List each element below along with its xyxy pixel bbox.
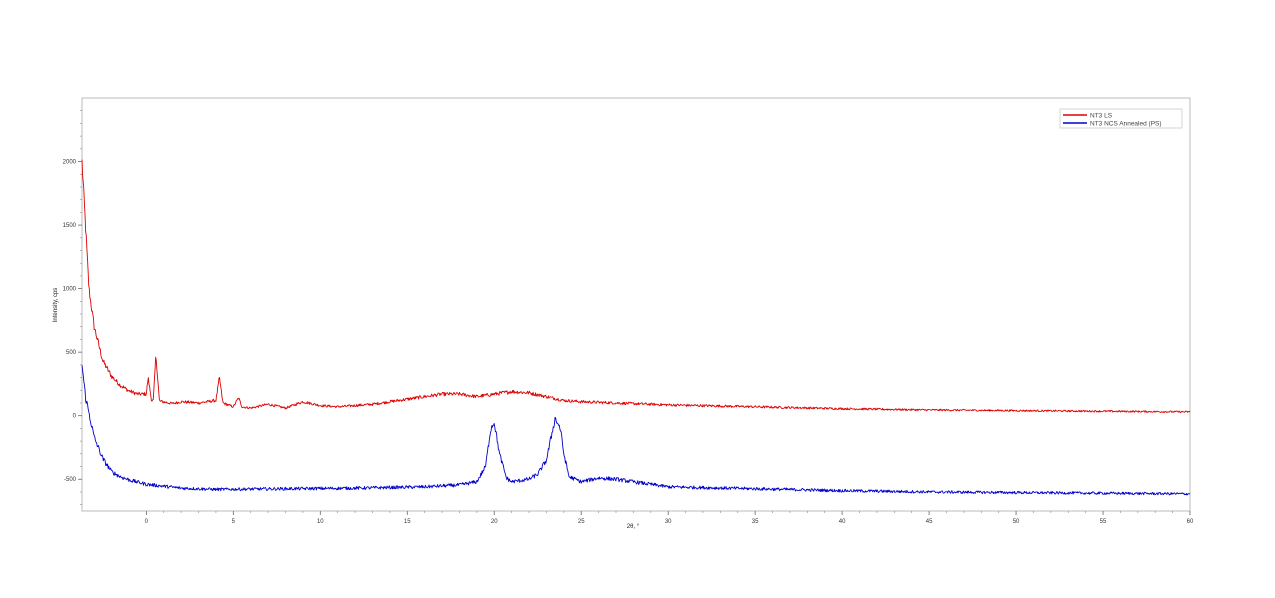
legend-box [1059, 108, 1183, 129]
y-tick-label: 500 [66, 350, 77, 356]
series-layer [81, 159, 1191, 496]
x-tick-label: 60 [1187, 519, 1194, 525]
y-axis-label: Intensity, cps [53, 288, 59, 323]
x-axis: 0 5 10 15 20 25 30 35 40 45 50 55 60 [145, 511, 1194, 525]
x-tick-label: 25 [578, 519, 585, 525]
x-tick-label: 0 [145, 519, 149, 525]
x-tick-label: 45 [926, 519, 933, 525]
plot-area [81, 97, 1191, 512]
y-tick-label: 1500 [63, 223, 77, 229]
y-tick-label: -500 [64, 477, 77, 483]
legend: NT3 LS NT3 NCS Annealed (PS) [1059, 108, 1183, 129]
x-tick-label: 55 [1100, 519, 1107, 525]
y-axis: -500 0 500 1000 1500 2000 [63, 110, 82, 505]
x-tick-label: 40 [839, 519, 846, 525]
x-tick-label: 50 [1013, 519, 1020, 525]
x-tick-label: 20 [491, 519, 498, 525]
x-tick-label: 30 [665, 519, 672, 525]
series-line-1 [81, 365, 1191, 496]
legend-label-nt3-ls: NT3 LS [1090, 113, 1113, 120]
y-tick-label: 1000 [63, 287, 77, 293]
x-tick-label: 5 [232, 519, 236, 525]
x-axis-label: 2θ, ° [627, 524, 640, 530]
x-tick-label: 35 [752, 519, 759, 525]
x-tick-label: 10 [317, 519, 324, 525]
series-line-0 [81, 159, 1191, 414]
y-tick-label: 0 [73, 414, 77, 420]
legend-label-nt3-ncs: NT3 NCS Annealed (PS) [1090, 121, 1162, 128]
x-tick-label: 15 [404, 519, 411, 525]
y-tick-label: 2000 [63, 160, 77, 166]
